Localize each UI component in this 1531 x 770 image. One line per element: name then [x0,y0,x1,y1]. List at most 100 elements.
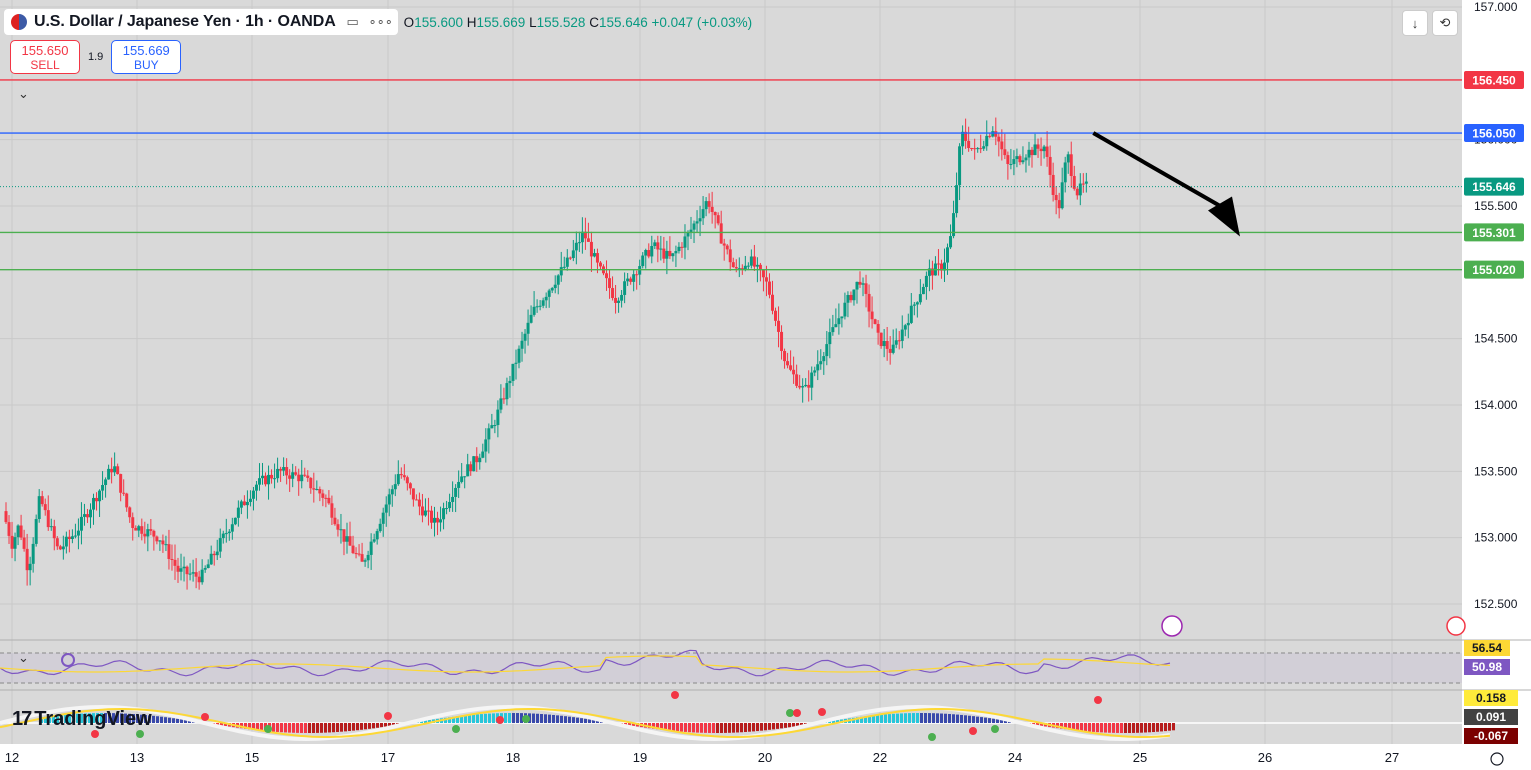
level-label-box [1464,70,1524,89]
sell-button[interactable]: 155.650 SELL [10,40,80,74]
momentum-bar [832,720,835,723]
candle-body [366,554,370,561]
candle-body [520,340,524,349]
symbol-title[interactable]: U.S. Dollar / Japanese Yen · 1h · OANDA [34,13,336,30]
candle-body [891,344,895,353]
more-dots-icon[interactable]: ∘∘∘ [368,14,393,29]
momentum-bar [108,713,111,723]
time-tick-label: 20 [758,750,772,765]
momentum-bar [592,719,595,723]
momentum-bar [988,718,991,723]
momentum-bar [676,723,679,732]
refresh-icon[interactable]: ⟲ [1432,10,1458,36]
candle-body [348,536,352,546]
candle-body [345,536,349,542]
candle-body [176,565,180,572]
time-tick-label: 17 [381,750,395,765]
candle-body [393,484,397,490]
momentum-bar [348,723,351,732]
momentum-bar [680,723,683,732]
candle-body [454,487,458,497]
momentum-bar [704,723,707,733]
momentum-bar [352,723,355,731]
candle-body [538,305,542,307]
momentum-bar [180,719,183,723]
momentum-signal-line [0,704,1171,742]
candle-body [801,386,805,388]
momentum-signal-dot [136,730,144,738]
candle-body [777,320,781,332]
candle-body [559,267,563,276]
level-label-box [1464,124,1524,143]
momentum-bar [44,716,47,723]
candle-body [43,504,47,511]
download-icon[interactable]: ↓ [1402,10,1428,36]
candle-body [270,474,274,479]
candle-body [592,253,596,257]
candle-body [254,484,258,491]
candle-body [399,474,403,476]
momentum-bar [100,713,103,723]
candle-body [942,262,946,271]
candle-body [958,146,962,186]
momentum-bar [672,723,675,731]
candle-body [719,223,723,244]
momentum-bar [948,713,951,723]
momentum-bar [1004,720,1007,723]
candle-body [526,322,530,334]
candle-body [107,468,111,480]
candle-body [445,508,449,510]
candle-body [828,332,832,345]
candle-body [674,251,678,254]
momentum-bar [96,713,99,723]
candle-body [885,341,889,349]
time-axis-background [0,744,1531,770]
momentum-bar [868,715,871,723]
momentum-bar [276,723,279,732]
buy-button[interactable]: 155.669 BUY [111,40,182,74]
currency-flag-icon [10,13,28,31]
candle-body [692,223,696,230]
momentum-bar [1084,723,1087,732]
momentum-label: -0.067 [1474,729,1508,743]
momentum-bar [952,714,955,723]
momentum-bar [1036,723,1039,726]
momentum-bar [884,714,887,723]
collapse-chevron-icon[interactable]: ⌄ [18,86,29,101]
candle-body [31,543,35,564]
candle-body [478,457,482,463]
momentum-bar [512,713,515,723]
momentum-bar [296,723,299,733]
momentum-bar [580,718,583,723]
candle-body [267,474,271,485]
symbol-box[interactable]: U.S. Dollar / Japanese Yen · 1h · OANDA … [4,9,398,35]
momentum-bar [784,723,787,728]
momentum-bar [300,723,303,733]
hide-icon[interactable]: ▭ [346,14,359,29]
momentum-bar [1108,723,1111,733]
momentum-bar [340,723,343,732]
candle-body [420,506,424,516]
rsi-collapse-chevron-icon[interactable]: ⌄ [18,650,29,665]
candle-body [725,245,729,250]
momentum-bar [272,723,275,732]
candle-body [595,253,599,263]
candle-body [110,468,114,473]
candle-body [858,281,862,285]
candle-body [586,238,590,242]
candle-body [734,267,738,269]
momentum-bar [548,714,551,723]
momentum-bar [556,715,559,723]
candle-body [1039,148,1043,152]
momentum-bar [316,723,319,733]
momentum-bar [344,723,347,732]
candle-body [897,340,901,342]
candle-body [580,231,584,243]
momentum-bar [324,723,327,733]
candle-body [873,319,877,324]
candle-body [300,474,304,482]
candle-body [85,514,89,518]
candle-body [354,553,358,555]
candle-body [780,331,784,351]
